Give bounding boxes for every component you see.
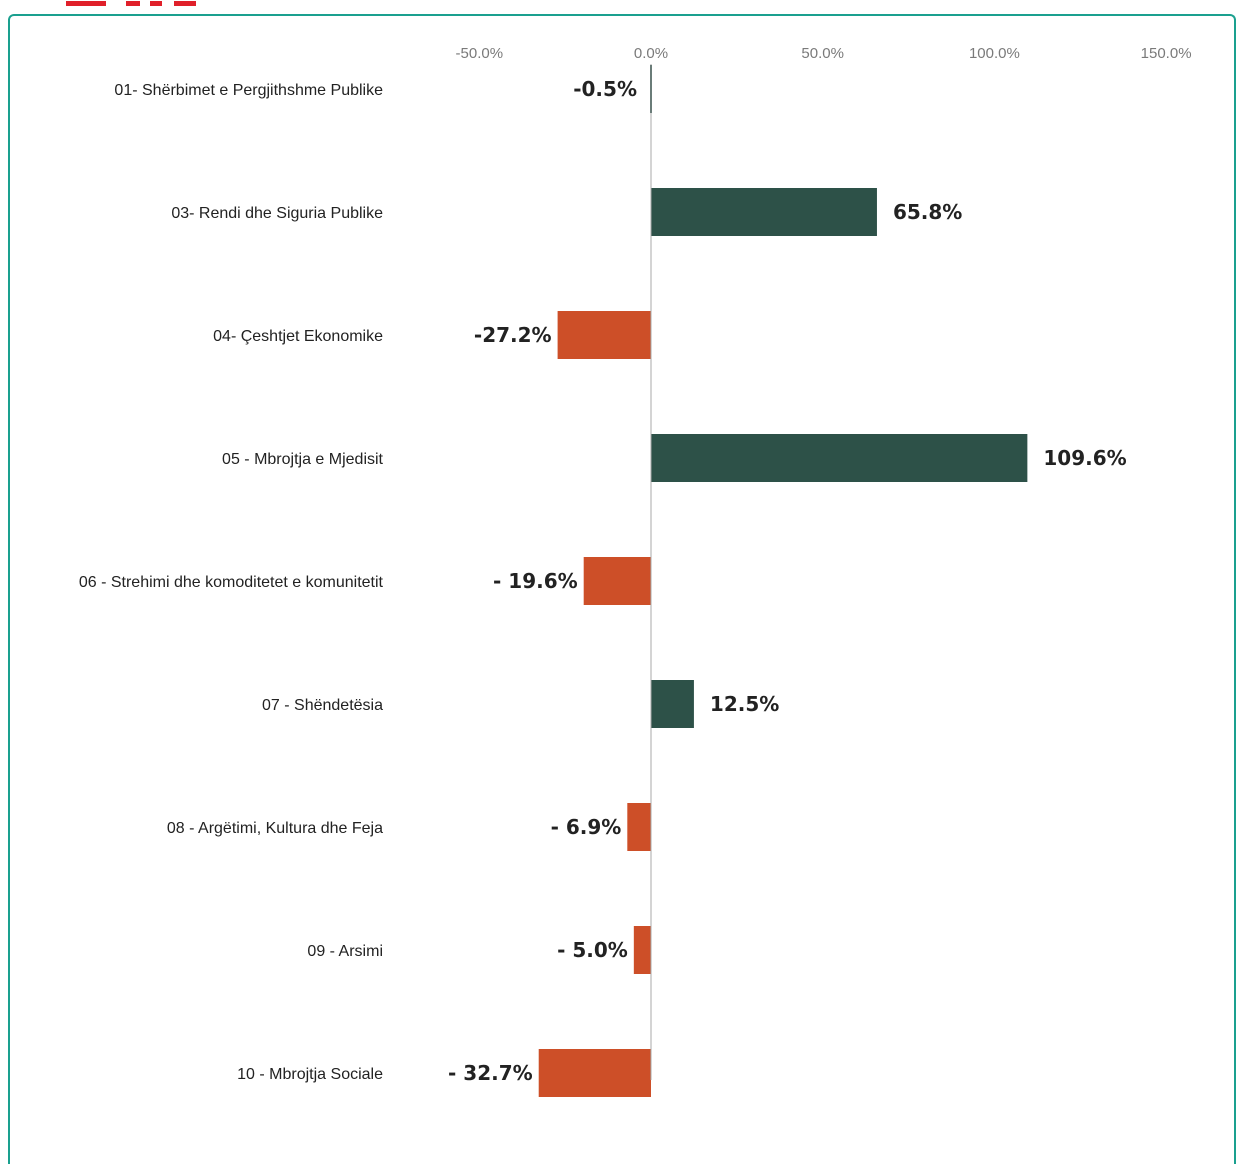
chart-frame bbox=[8, 14, 1236, 1164]
category-label: 10 - Mbrojtja Sociale bbox=[237, 1066, 383, 1083]
category-label: 07 - Shëndetësia bbox=[262, 697, 383, 714]
data-label: - 19.6% bbox=[493, 569, 578, 593]
data-label: - 32.7% bbox=[448, 1061, 533, 1085]
category-label: 05 - Mbrojtja e Mjedisit bbox=[222, 451, 384, 468]
bar bbox=[627, 803, 651, 851]
x-tick-label: -50.0% bbox=[456, 45, 504, 62]
bar bbox=[651, 680, 694, 728]
category-labels: 01- Shërbimet e Pergjithshme Publike 03- … bbox=[79, 82, 384, 1083]
bar bbox=[651, 188, 877, 236]
category-label: 03- Rendi dhe Siguria Publike bbox=[171, 205, 383, 222]
data-label: - 5.0% bbox=[557, 938, 628, 962]
bar bbox=[633, 926, 651, 974]
category-label: 06 - Strehimi dhe komoditetet e komunite… bbox=[79, 574, 384, 591]
cropped-header bbox=[0, 0, 1244, 12]
x-tick-label: 50.0% bbox=[801, 45, 844, 62]
bar bbox=[557, 311, 651, 359]
data-label: -0.5% bbox=[573, 77, 637, 101]
data-label: 109.6% bbox=[1043, 446, 1126, 470]
data-labels: -0.5% 65.8% -27.2% 109.6% - 19.6% 12.5% - 6.9%… bbox=[448, 77, 1127, 1085]
data-label: - 6.9% bbox=[551, 815, 622, 839]
x-tick-label: 100.0% bbox=[969, 45, 1020, 62]
bar bbox=[651, 434, 1028, 482]
data-label: 65.8% bbox=[893, 200, 962, 224]
x-tick-label: 150.0% bbox=[1141, 45, 1192, 62]
bars bbox=[538, 65, 1028, 1097]
bar bbox=[583, 557, 651, 605]
data-label: -27.2% bbox=[474, 323, 552, 347]
x-axis-ticks: -50.0% 0.0% 50.0% 100.0% 150.0% bbox=[456, 45, 1192, 62]
category-label: 04- Çeshtjet Ekonomike bbox=[213, 328, 383, 345]
bar bbox=[538, 1049, 651, 1097]
cropped-header-glyphs bbox=[66, 1, 196, 6]
data-label: 12.5% bbox=[710, 692, 779, 716]
category-label: 01- Shërbimet e Pergjithshme Publike bbox=[114, 82, 383, 99]
category-label: 09 - Arsimi bbox=[307, 943, 383, 960]
x-tick-label: 0.0% bbox=[634, 45, 668, 62]
category-label: 08 - Argëtimi, Kultura dhe Feja bbox=[167, 820, 383, 837]
